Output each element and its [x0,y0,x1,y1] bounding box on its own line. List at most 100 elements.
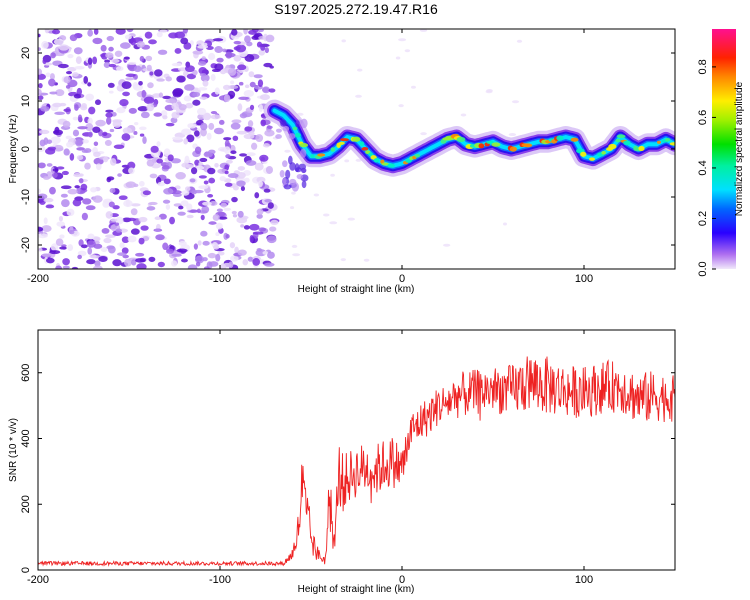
noise-speck [115,216,124,225]
noise-speck [78,178,84,184]
noise-speck [260,45,266,51]
noise-speck [118,195,128,201]
noise-speck [195,165,205,171]
noise-speck [122,91,130,97]
noise-speck [105,112,113,118]
ridge-smear [294,167,302,173]
noise-speck [67,53,74,59]
noise-speck [192,50,204,55]
noise-speck [82,198,92,205]
noise-speck [38,47,41,51]
ridge-smear [279,119,287,125]
noise-speck [210,73,216,82]
noise-speck [207,252,217,259]
noise-speck [172,89,184,97]
noise-speck [249,104,255,111]
noise-speck [235,44,247,53]
noise-speck [93,151,101,157]
noise-speck [215,253,221,262]
noise-speck [165,76,172,82]
noise-speck [256,213,263,219]
noise-speck [74,66,85,70]
noise-speck [49,91,58,95]
ridge-hotspot [556,135,564,141]
noise-speck [198,162,204,166]
noise-speck [260,119,267,127]
faint-speck [485,90,493,94]
noise-speck [194,130,200,137]
noise-speck [68,229,75,235]
ridge-smear [300,167,307,173]
ridge-smear [282,125,290,132]
noise-speck [38,144,46,152]
noise-speck [252,29,259,33]
noise-speck [197,240,202,246]
noise-speck [265,165,274,174]
x-tick-label: -100 [209,574,231,586]
noise-speck [206,132,212,141]
noise-speck [63,148,70,156]
noise-speck [229,242,236,249]
faint-speck [284,149,291,153]
noise-speck [200,214,205,221]
noise-speck [236,180,246,187]
noise-speck [249,81,256,88]
noise-speck [215,232,220,237]
snr-y-ticks: 0 200 400 600 [20,364,675,573]
ridge-smear [299,148,307,158]
ridge-hotspot [656,140,662,144]
faint-speck [330,173,335,177]
ridge-hotspot [616,134,626,139]
faint-speck [340,258,346,262]
noise-speck [172,136,183,140]
noise-speck [92,126,101,133]
faint-speck [313,193,320,197]
noise-speck [201,56,206,60]
noise-speck [157,181,166,187]
faint-speck [511,100,520,104]
x-tick-label: -200 [27,273,49,285]
ridge-smear [300,118,308,129]
noise-speck [112,120,122,128]
noise-speck [140,225,149,231]
noise-speck [149,71,154,76]
noise-speck [192,91,201,98]
noise-speck [76,147,86,151]
noise-speck [109,128,115,133]
noise-speck [176,75,186,83]
noise-speck [252,258,261,266]
noise-speck [185,102,194,109]
noise-speck [243,133,255,140]
noise-speck [105,109,114,113]
noise-speck [243,225,250,230]
noise-speck [147,82,154,89]
noise-speck [217,216,228,220]
noise-speck [105,234,116,239]
noise-speck [84,162,91,170]
noise-speck [238,96,250,100]
noise-speck [214,87,220,95]
ridge-smear [289,162,296,171]
noise-speck [126,29,134,33]
noise-speck [216,208,223,212]
faint-speck [355,158,362,162]
faint-speck [516,39,523,43]
noise-speck [192,69,198,76]
noise-speck [86,240,96,248]
noise-speck [106,35,115,42]
noise-speck [223,207,232,211]
noise-speck [146,103,155,112]
noise-speck [232,185,239,191]
noise-speck [142,136,147,145]
noise-speck [154,228,161,232]
noise-speck [202,240,210,246]
noise-speck [127,161,136,170]
noise-speck [184,65,195,73]
noise-speck [117,173,122,177]
noise-speck [76,87,83,96]
noise-speck [259,154,269,162]
noise-speck [59,246,67,250]
noise-speck [207,167,216,175]
noise-speck [230,122,241,130]
spectrogram-y-ticks: -20 -10 0 10 20 [20,47,675,253]
